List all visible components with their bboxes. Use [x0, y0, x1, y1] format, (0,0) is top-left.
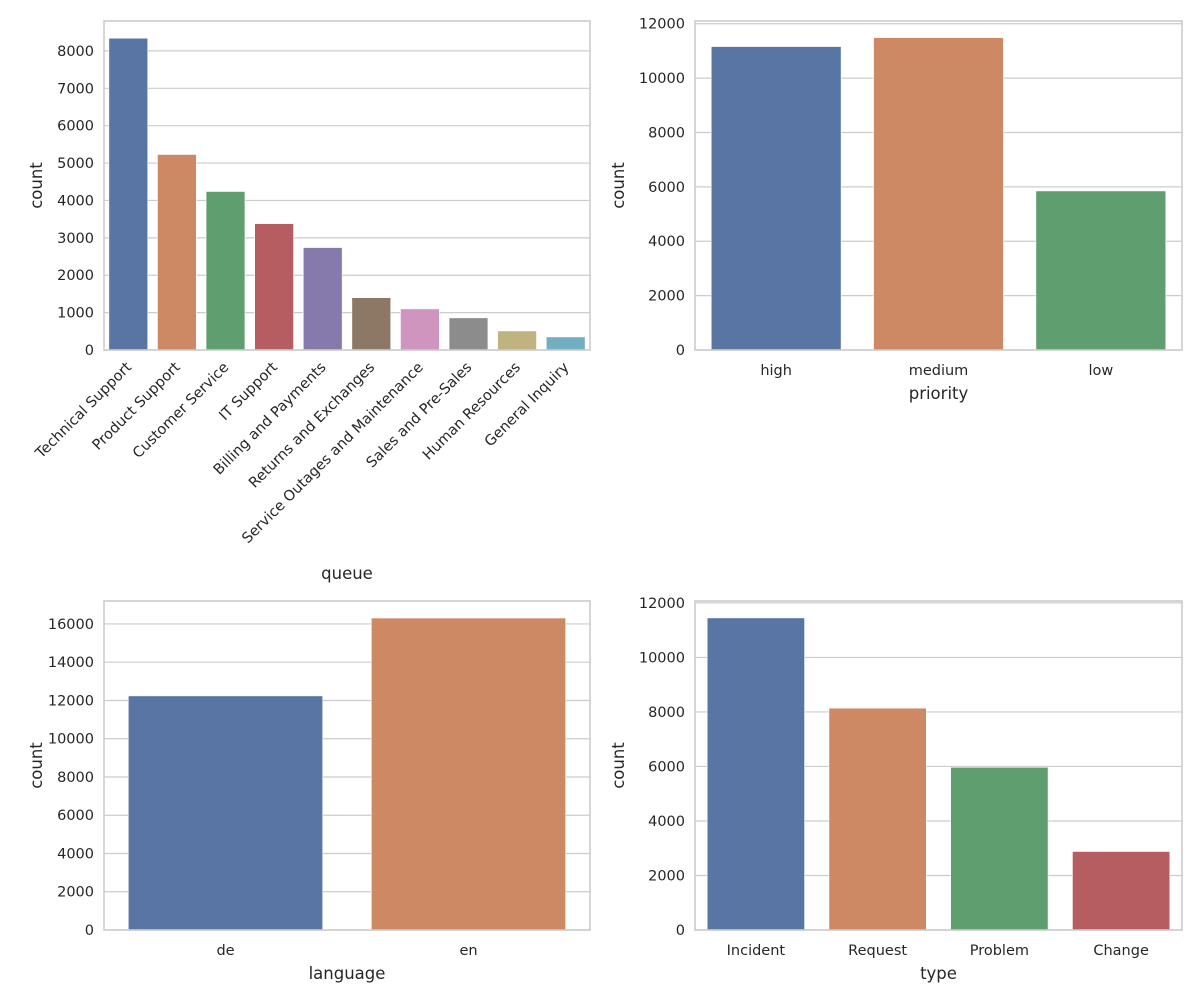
x-axis-label: type	[920, 964, 957, 983]
x-tick-label: high	[760, 363, 792, 379]
bar-request	[828, 707, 927, 931]
y-tick-label: 10000	[48, 732, 94, 748]
axes-frame	[103, 20, 591, 351]
bar-high	[710, 46, 842, 351]
y-axis-label: count	[609, 162, 628, 209]
y-tick-label: 10000	[639, 650, 685, 666]
y-tick-label: 8000	[57, 770, 94, 786]
bar-sales-and-pre-sales	[448, 317, 489, 351]
bar-billing-and-payments	[302, 247, 343, 351]
y-tick-label: 5000	[57, 156, 94, 172]
x-tick-label: Change	[1093, 943, 1149, 959]
subplot-queue: 010002000300040005000600070008000Technic…	[27, 20, 591, 583]
x-tick-label: en	[459, 943, 477, 959]
x-tick-label: Request	[848, 943, 907, 959]
y-axis-label: count	[27, 162, 46, 209]
bar-incident	[706, 617, 805, 931]
y-tick-label: 4000	[57, 846, 94, 862]
y-tick-label: 4000	[648, 814, 685, 830]
y-tick-label: 0	[676, 343, 685, 359]
subplot-language: 0 2000 4000 6000 8000 10000 12000 14000 16000 de e…	[27, 600, 591, 983]
bar-returns-and-exchanges	[351, 297, 392, 351]
y-tick-label: 12000	[48, 693, 94, 709]
axes-frame	[103, 600, 591, 931]
y-tick-label: 2000	[648, 868, 685, 884]
x-tick-label: Problem	[970, 943, 1029, 959]
bar-technical-support	[108, 37, 149, 351]
bar-change	[1072, 851, 1171, 931]
x-tick-label: Product Support	[90, 359, 184, 453]
y-axis-label: count	[609, 742, 628, 789]
y-tick-label: 2000	[57, 885, 94, 901]
y-tick-label: 7000	[57, 81, 94, 97]
y-tick-label: 4000	[57, 193, 94, 209]
y-tick-label: 12000	[639, 596, 685, 612]
x-tick-label: low	[1088, 363, 1113, 379]
x-tick-label: Service Outages and Maintenance	[239, 359, 426, 546]
x-axis-label: priority	[909, 384, 969, 403]
x-tick-label: Incident	[727, 943, 786, 959]
y-tick-label: 14000	[48, 655, 94, 671]
bar-human-resources	[497, 330, 537, 351]
x-tick-label: de	[216, 943, 234, 959]
bar-it-support	[254, 223, 294, 351]
bar-low	[1035, 190, 1167, 351]
y-axis-label: count	[27, 742, 46, 789]
x-tick-label: medium	[909, 363, 969, 379]
bar-product-support	[157, 154, 197, 351]
y-tick-label: 8000	[57, 44, 94, 60]
y-tick-label: 6000	[648, 180, 685, 196]
bar-de	[128, 695, 323, 931]
axes-frame	[694, 600, 1183, 931]
y-tick-label: 6000	[57, 119, 94, 135]
y-tick-label: 2000	[57, 268, 94, 284]
y-tick-label: 8000	[648, 125, 685, 141]
bar-service-outages-and-maintenance	[400, 308, 440, 351]
y-tick-label: 6000	[57, 808, 94, 824]
y-tick-label: 1000	[57, 306, 94, 322]
bar-problem	[950, 766, 1049, 931]
x-axis-label: queue	[321, 564, 373, 583]
bar-en	[370, 617, 566, 931]
axes-frame	[694, 20, 1183, 351]
y-tick-label: 0	[85, 343, 94, 359]
bar-customer-service	[205, 191, 246, 351]
subplot-priority: 0 2000 4000 6000 8000 10000 12000 high medium low…	[609, 17, 1183, 403]
x-tick-label: General Inquiry	[482, 359, 573, 450]
bar-general-inquiry	[545, 336, 586, 351]
y-tick-label: 4000	[648, 234, 685, 250]
y-tick-label: 10000	[639, 71, 685, 87]
x-axis-label: language	[309, 964, 386, 983]
y-tick-label: 0	[676, 923, 685, 939]
subplot-type: 0 2000 4000 6000 8000 10000 12000 Incident Reque…	[609, 596, 1183, 983]
y-tick-label: 16000	[48, 617, 94, 633]
y-tick-label: 3000	[57, 231, 94, 247]
bar-medium	[873, 37, 1004, 351]
y-tick-label: 8000	[648, 705, 685, 721]
y-tick-label: 6000	[648, 759, 685, 775]
y-tick-label: 2000	[648, 289, 685, 305]
y-tick-label: 0	[85, 923, 94, 939]
x-tick-label: Customer Service	[130, 359, 232, 461]
y-tick-label: 12000	[639, 17, 685, 33]
